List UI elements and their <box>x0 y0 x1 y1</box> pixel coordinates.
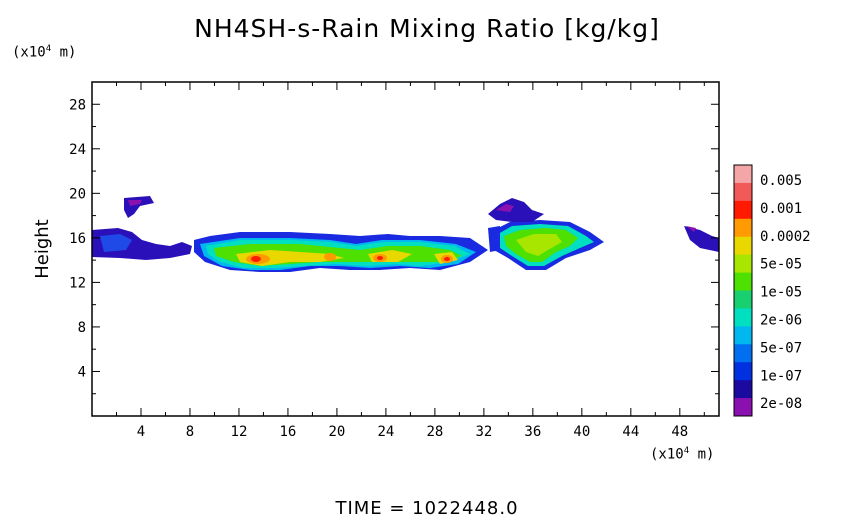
colorbar-swatch <box>734 236 752 256</box>
x-tick-label: 20 <box>328 424 345 440</box>
colorbar-swatch <box>734 344 752 363</box>
y-tick-label: 20 <box>69 186 86 202</box>
y-tick-label: 28 <box>69 97 86 113</box>
cloud-core-1b <box>251 256 261 262</box>
x-tick-label: 28 <box>426 424 443 440</box>
y-axis-title: Height <box>32 219 53 279</box>
cloud-west-cap <box>124 196 154 218</box>
colorbar-swatch <box>734 326 752 345</box>
colorbar-label: 0.005 <box>760 173 802 189</box>
cloud-east-cap-inner <box>496 204 514 212</box>
cloud-core-4b <box>444 257 450 261</box>
x-tick-label: 12 <box>231 424 248 440</box>
cloud-east-yellow <box>516 234 562 256</box>
colorbar-swatch <box>734 308 752 327</box>
y-tick-label: 16 <box>69 231 86 247</box>
y-axis: 4 8 12 16 20 24 28 <box>69 97 719 395</box>
cloud-east-cap <box>488 198 544 222</box>
colorbar-swatch <box>734 200 752 220</box>
x-tick-label: 40 <box>573 424 590 440</box>
colorbar-label: 0.0002 <box>760 229 811 245</box>
colorbar-label: 1e-05 <box>760 285 802 301</box>
colorbar-label: 2e-08 <box>760 396 802 412</box>
cloud-core-3b <box>377 256 383 260</box>
colorbar-frame <box>733 164 753 417</box>
x-tick-label: 24 <box>377 424 394 440</box>
cloud-west-layer-inner <box>100 234 132 252</box>
colorbar-label: 2e-06 <box>760 313 802 329</box>
y-tick-label: 4 <box>78 364 86 380</box>
chart-title: NH4SH-s-Rain Mixing Ratio [kg/kg] <box>194 14 660 43</box>
x-axis: 4 8 12 16 20 24 28 32 36 40 44 48 <box>115 82 705 440</box>
colorbar-label: 1e-07 <box>760 368 802 384</box>
colorbar-label: 0.001 <box>760 201 802 217</box>
colorbar-swatch <box>734 362 752 381</box>
cloud-far-east-inner <box>686 226 696 232</box>
colorbar-swatch <box>734 182 752 202</box>
colorbar-label: 5e-07 <box>760 340 802 356</box>
cloud-far-east <box>684 226 719 252</box>
x-tick-label: 44 <box>622 424 639 440</box>
cloud-layer <box>92 196 719 272</box>
colorbar-swatch <box>734 290 752 309</box>
cloud-core-2 <box>324 253 336 261</box>
x-tick-label: 4 <box>137 424 145 440</box>
colorbar-label: 5e-05 <box>760 257 802 273</box>
x-tick-label: 32 <box>475 424 492 440</box>
x-tick-label: 8 <box>186 424 194 440</box>
colorbar-swatch <box>734 272 752 291</box>
x-tick-label: 16 <box>280 424 297 440</box>
x-tick-label: 48 <box>671 424 688 440</box>
cloud-west-cap-inner <box>128 200 142 206</box>
x-tick-label: 36 <box>524 424 541 440</box>
y-unit-label: (x104 m) <box>12 44 77 61</box>
colorbar: 0.005 0.001 0.0002 5e-05 1e-05 2e-06 5e-07 1e-0… <box>733 164 811 417</box>
colorbar-swatch <box>734 165 752 184</box>
time-label: TIME = 1022448.0 <box>335 498 519 519</box>
y-tick-label: 12 <box>69 275 86 291</box>
colorbar-swatch <box>734 380 752 399</box>
colorbar-swatch <box>734 254 752 274</box>
colorbar-swatch <box>734 398 752 417</box>
x-unit-label: (x104 m) <box>650 446 715 463</box>
y-tick-label: 24 <box>69 142 86 158</box>
colorbar-swatch <box>734 218 752 238</box>
y-tick-label: 8 <box>78 320 86 336</box>
cloud-east-left <box>488 226 500 252</box>
plot-frame <box>91 81 720 417</box>
